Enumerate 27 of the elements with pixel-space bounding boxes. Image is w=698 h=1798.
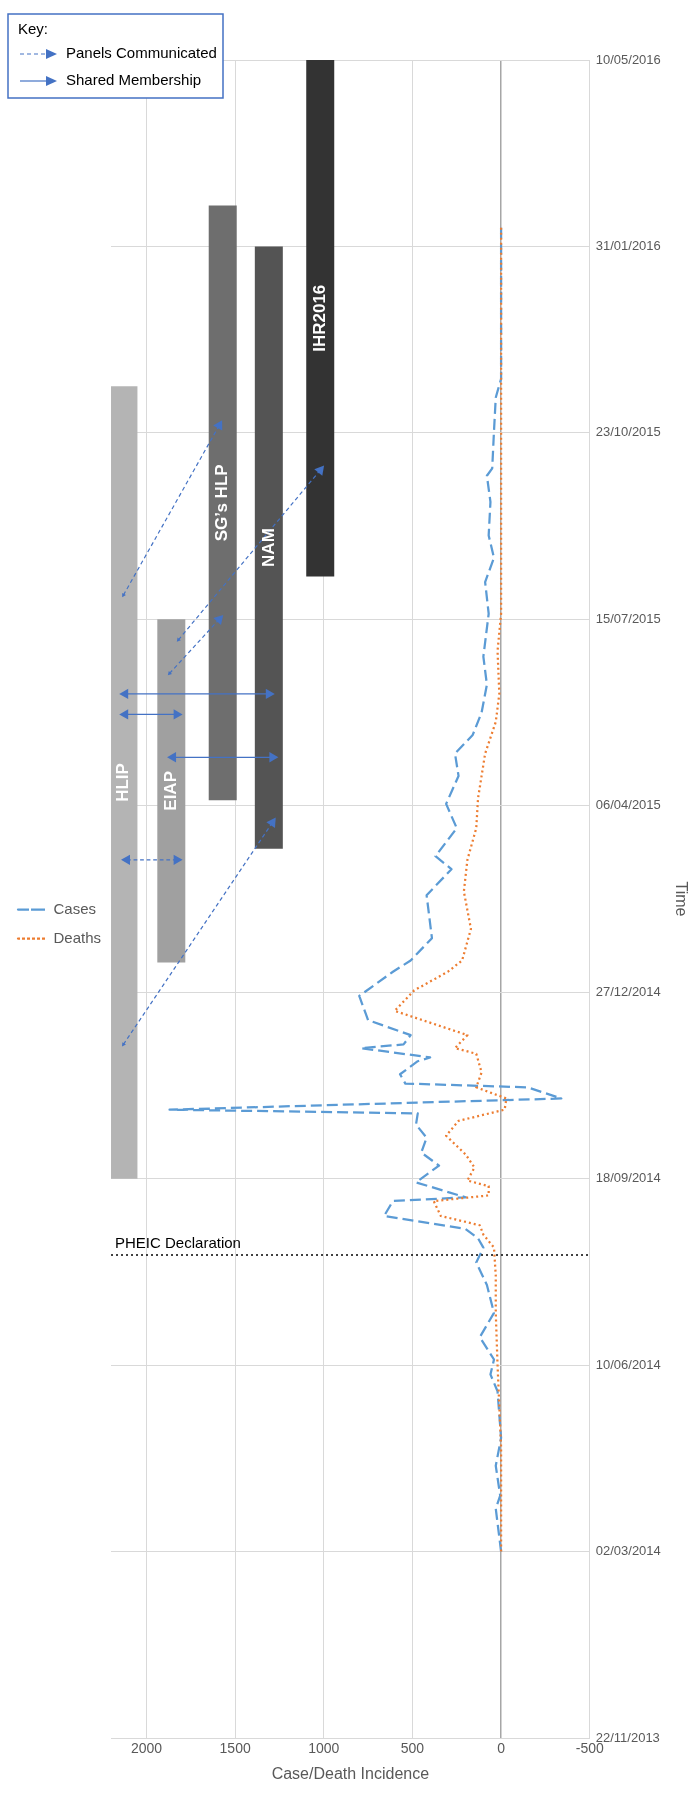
x-axis-title: Case/Death Incidence: [271, 1764, 430, 1782]
y-tick-label: 10/05/2016: [595, 51, 661, 67]
x-tick-label: 500: [400, 1740, 425, 1757]
y-tick-label: 10/06/2014: [595, 1356, 661, 1372]
y-tick-label: 06/04/2015: [595, 797, 661, 813]
legend-title: Key:: [18, 20, 49, 38]
y-tick-label: 02/03/2014: [595, 1543, 661, 1559]
x-tick-label: 1500: [219, 1740, 251, 1757]
legend-label: Deaths: [53, 928, 102, 946]
legend-label: Shared Membership: [66, 71, 202, 89]
legend-label: Panels Communicated: [66, 44, 217, 62]
text: HLIP: [113, 763, 133, 802]
y-tick-label: 15/07/2015: [595, 610, 661, 626]
text: IHR2016: [309, 284, 329, 352]
x-tick-label: 1000: [308, 1740, 340, 1757]
x-tick-label: 2000: [130, 1740, 163, 1757]
legend-label: Cases: [53, 899, 97, 917]
y-tick-label: 27/12/2014: [595, 983, 661, 999]
text: NAM: [258, 528, 278, 567]
y-tick-label: 18/09/2014: [595, 1170, 661, 1186]
x-tick-label: 0: [497, 1740, 506, 1757]
y-axis-title: Time: [672, 881, 690, 917]
text: EIAP: [161, 771, 180, 811]
y-tick-label: 31/01/2016: [595, 238, 661, 254]
y-tick-label: 23/10/2015: [595, 424, 661, 440]
text: SG’s HLP: [212, 464, 232, 542]
ref-line-label: PHEIC Declaration: [115, 1233, 241, 1251]
